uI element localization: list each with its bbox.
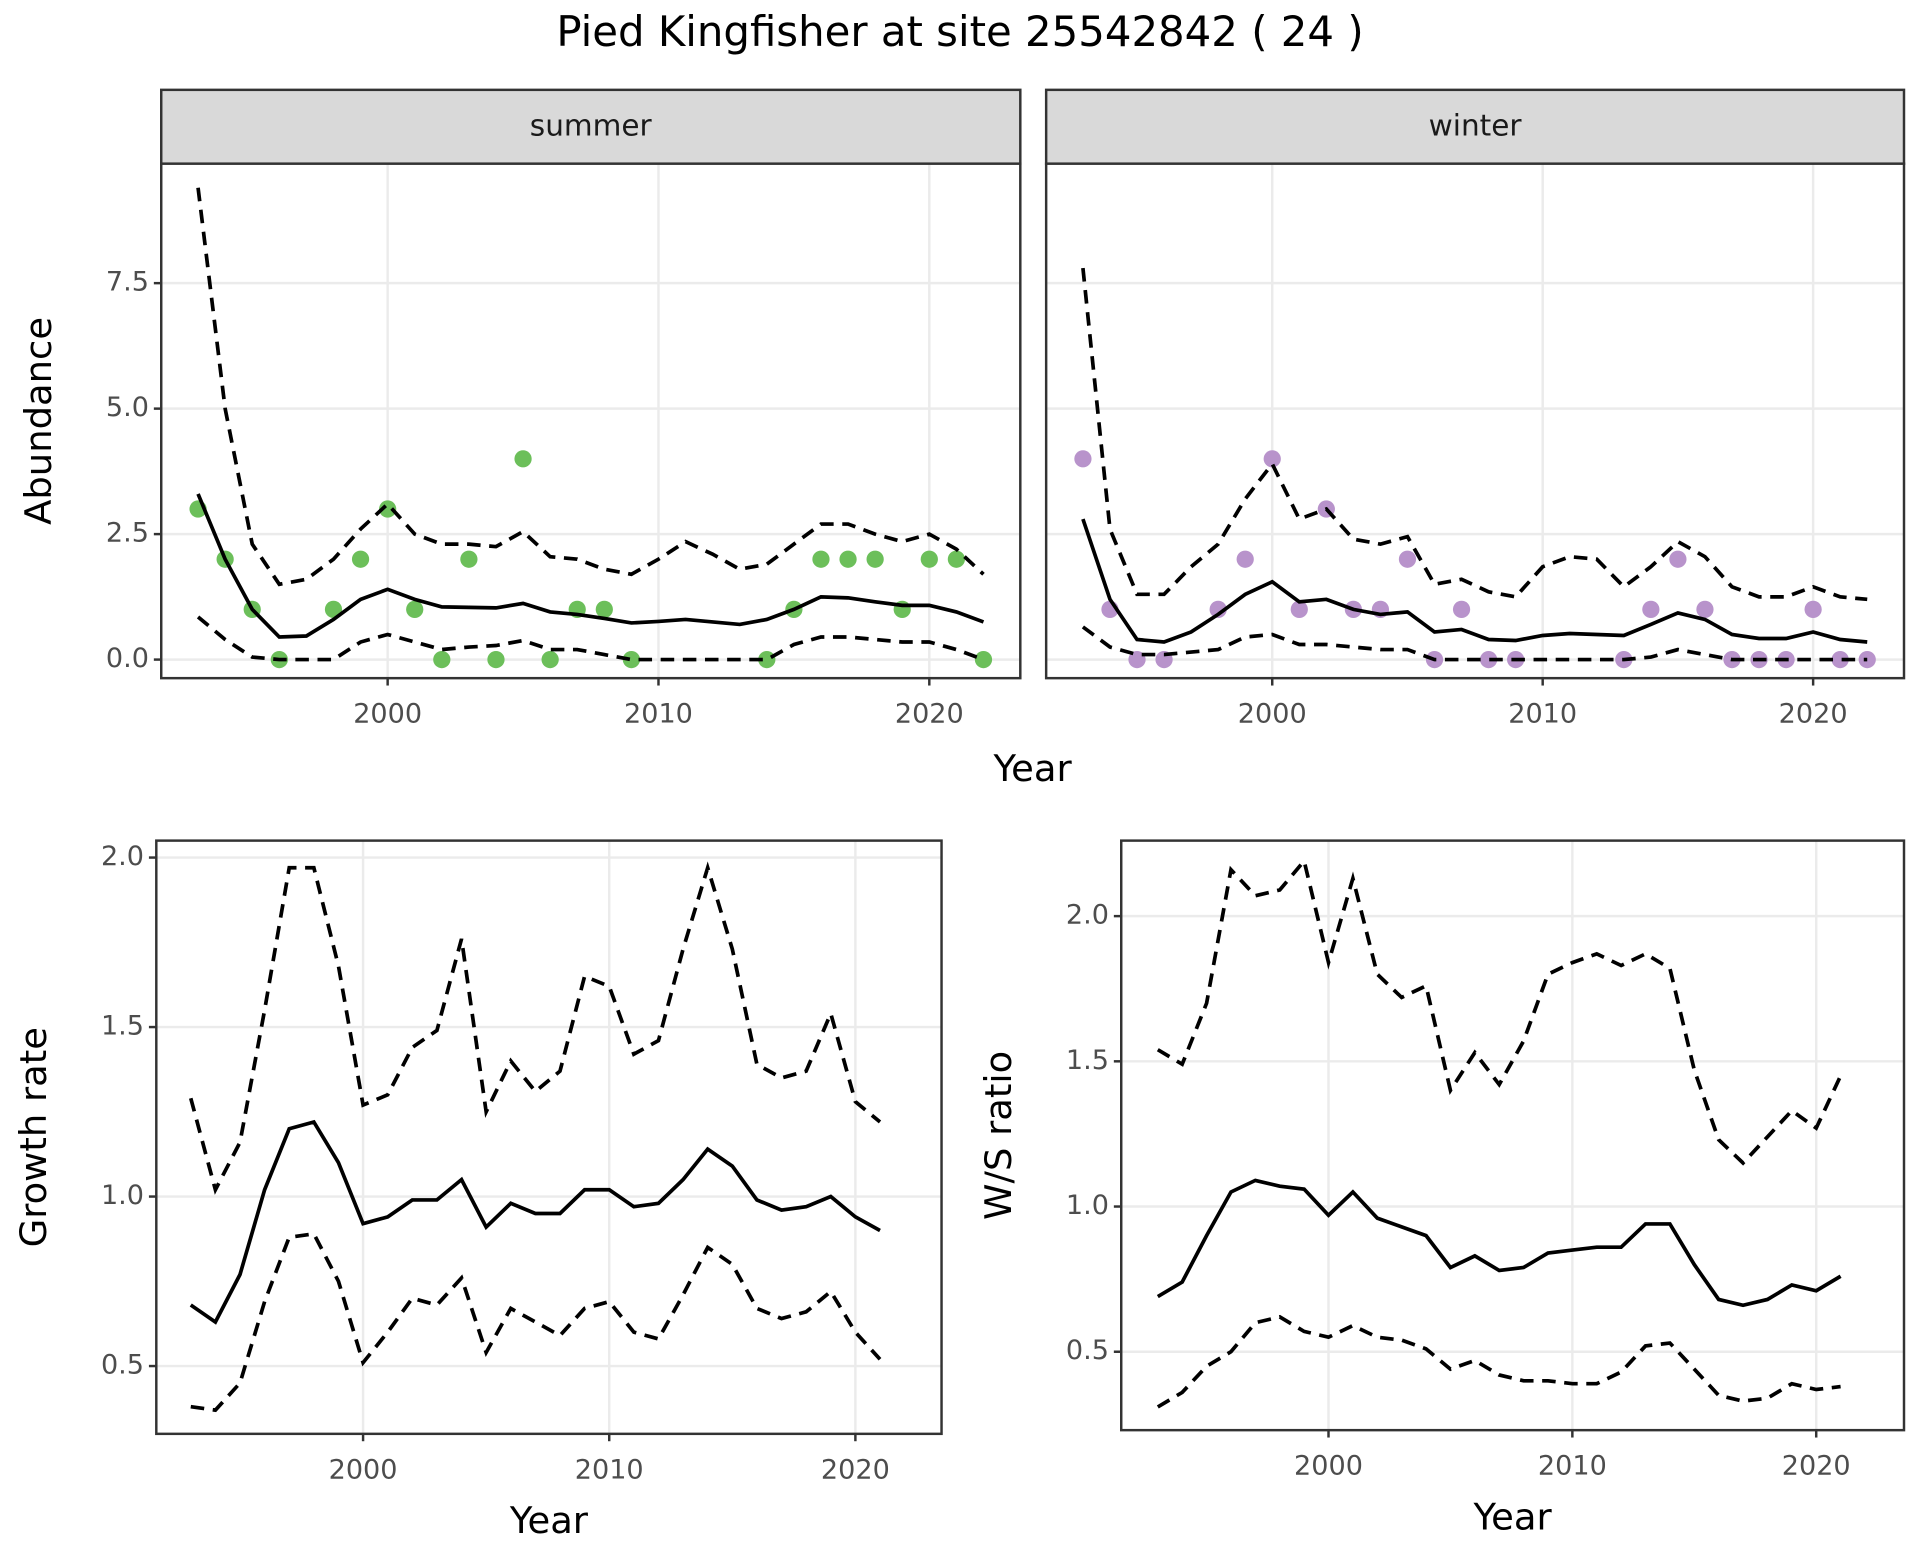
- y-axis-title: W/S ratio: [977, 1051, 1020, 1220]
- interval-line: [196, 615, 985, 662]
- data-point: [1263, 450, 1281, 468]
- y-tick-label: 0.5: [101, 1350, 144, 1381]
- data-point: [1398, 550, 1417, 568]
- x-tick-label: 2000: [329, 1454, 398, 1485]
- strip-label: winter: [1429, 108, 1523, 142]
- panel-border: [160, 162, 1022, 680]
- data-point: [1642, 600, 1660, 619]
- data-point: [974, 650, 993, 669]
- panel-border: [1044, 162, 1906, 680]
- data-point: [595, 600, 613, 619]
- interval-line: [190, 1231, 882, 1413]
- interval-line: [1081, 267, 1868, 602]
- y-tick-label: 0.5: [1066, 1335, 1109, 1366]
- strip: [1044, 88, 1906, 165]
- data-point: [460, 550, 478, 568]
- data-point: [920, 550, 938, 568]
- y-tick-label: 2.0: [101, 841, 144, 872]
- data-point: [812, 550, 830, 568]
- interval-line: [196, 187, 985, 587]
- interval-line: [188, 861, 882, 1195]
- interval-line: [1156, 856, 1843, 1166]
- data-point: [351, 550, 370, 568]
- x-tick-label: 2010: [1538, 1451, 1607, 1482]
- y-axis-title: Abundance: [17, 317, 60, 525]
- data-point: [1290, 600, 1308, 619]
- data-point: [324, 600, 343, 619]
- x-tick-label: 2010: [624, 699, 693, 730]
- data-point: [379, 500, 397, 518]
- data-point: [947, 550, 966, 568]
- y-tick-label: 1.0: [1066, 1190, 1109, 1221]
- data-point: [866, 550, 884, 568]
- y-tick-label: 1.5: [1066, 1045, 1109, 1076]
- data-point: [1479, 650, 1498, 669]
- y-tick-label: 1.0: [101, 1180, 144, 1211]
- x-tick-label: 2020: [895, 699, 964, 730]
- mean-line: [1081, 518, 1868, 644]
- data-point: [433, 650, 451, 669]
- x-tick-label: 2010: [575, 1454, 644, 1485]
- data-point: [1074, 450, 1092, 468]
- x-tick-label: 2020: [821, 1454, 890, 1485]
- y-tick-label: 1.5: [101, 1011, 144, 1042]
- x-tick-label: 2010: [1508, 699, 1577, 730]
- strip: [160, 88, 1022, 165]
- panel-background: [1046, 163, 1904, 679]
- x-axis-title: Year: [1473, 1495, 1553, 1538]
- strip-label: summer: [530, 108, 653, 142]
- x-axis-title: Year: [993, 747, 1073, 790]
- y-tick-label: 2.0: [1066, 900, 1109, 931]
- x-tick-label: 2000: [1294, 1451, 1363, 1482]
- data-point: [1696, 600, 1714, 619]
- chart-title: Pied Kingfisher at site 25542842 ( 24 ): [556, 7, 1363, 56]
- interval-line: [1081, 625, 1868, 662]
- x-axis-title: Year: [509, 1499, 589, 1542]
- panel-background: [156, 840, 942, 1434]
- data-point: [541, 650, 559, 669]
- data-point: [622, 650, 641, 669]
- x-tick-label: 2000: [1238, 699, 1307, 730]
- panel-border: [155, 839, 943, 1436]
- x-tick-label: 2000: [353, 699, 422, 730]
- data-point: [487, 650, 505, 669]
- x-tick-label: 2020: [1779, 699, 1848, 730]
- panel-border: [1120, 839, 1906, 1432]
- y-tick-label: 2.5: [106, 518, 149, 549]
- panel-background: [161, 163, 1021, 679]
- data-point: [839, 550, 857, 568]
- mean-line: [1156, 1178, 1842, 1308]
- panel-background: [1121, 840, 1904, 1431]
- y-tick-label: 0.0: [106, 643, 149, 674]
- data-point: [1831, 650, 1849, 669]
- mean-line: [189, 1119, 881, 1325]
- y-tick-label: 5.0: [106, 392, 149, 423]
- y-tick-label: 7.5: [106, 267, 149, 298]
- y-axis-title: Growth rate: [12, 1027, 55, 1247]
- data-point: [1209, 600, 1227, 619]
- data-point: [1669, 550, 1687, 568]
- data-point: [1236, 550, 1254, 568]
- data-point: [406, 600, 424, 619]
- interval-line: [1156, 1314, 1841, 1409]
- data-point: [1804, 600, 1822, 619]
- mean-line: [196, 493, 985, 639]
- x-tick-label: 2020: [1782, 1451, 1851, 1482]
- data-point: [1452, 600, 1471, 619]
- data-point: [514, 450, 532, 468]
